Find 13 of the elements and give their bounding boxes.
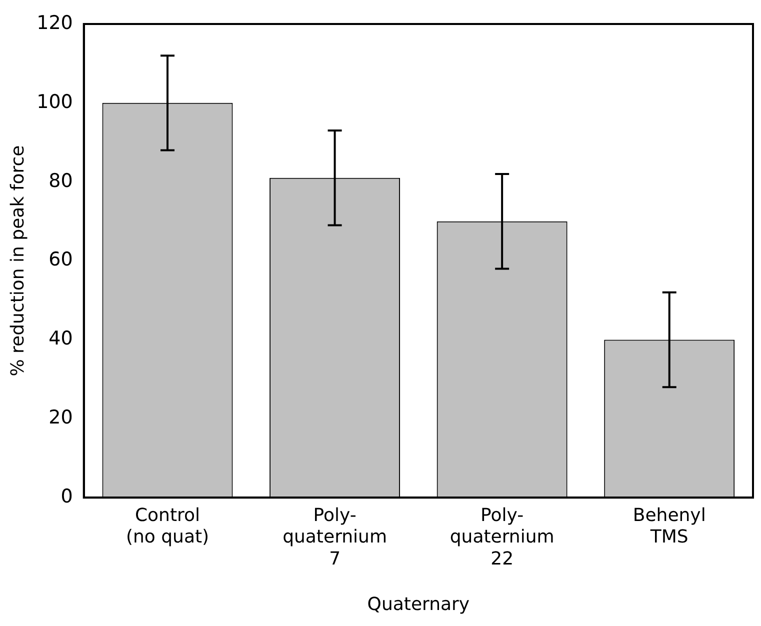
y-tick-label: 100 [36, 90, 73, 113]
x-axis-title: Quaternary [367, 594, 470, 615]
x-tick-label: Poly- quaternium 7 [282, 505, 388, 570]
x-tick-label: Poly- quaternium 22 [450, 505, 554, 570]
y-tick-label: 120 [36, 12, 73, 34]
y-tick-label: 20 [48, 406, 73, 429]
y-tick-label: 40 [48, 328, 73, 350]
x-tick-label: Behenyl TMS [632, 505, 706, 548]
x-tick-label: Control (no quat) [126, 505, 210, 548]
y-tick-label: 60 [48, 248, 73, 271]
y-tick-label: 80 [48, 170, 73, 192]
y-tick-label: 0 [60, 486, 73, 508]
y-axis-title: % reduction in peak force [7, 145, 28, 376]
